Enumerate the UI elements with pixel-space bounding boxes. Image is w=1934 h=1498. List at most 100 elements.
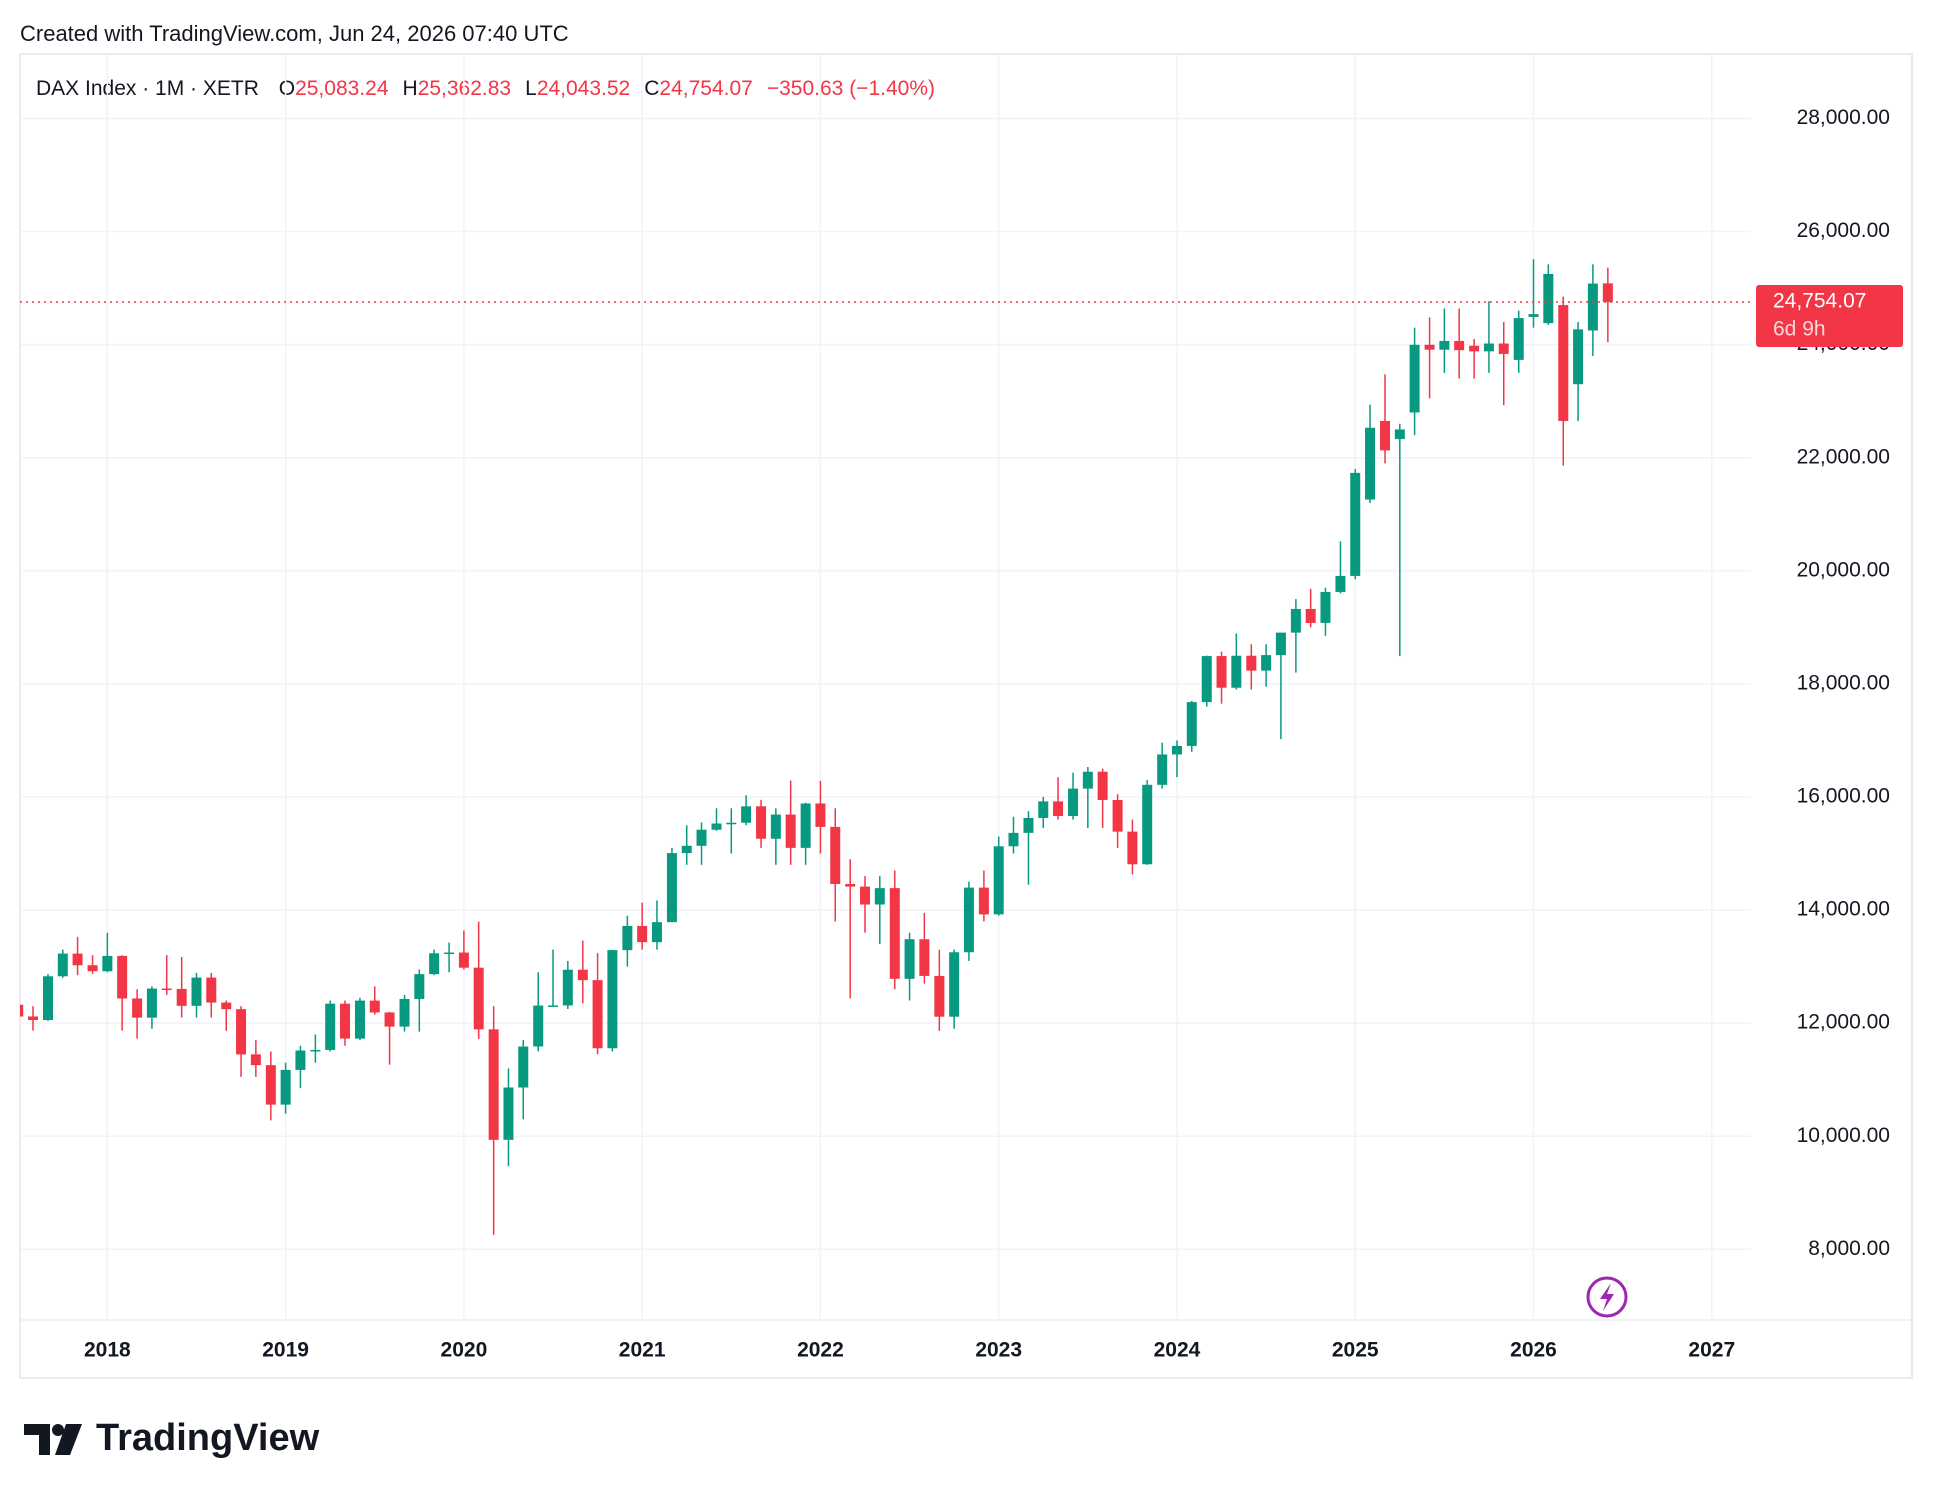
candle-body [711,823,722,830]
x-tick-label: 2021 [619,1339,666,1362]
candle-body [1186,702,1197,746]
candle-body [978,887,989,915]
candle-body [458,952,469,968]
candle-body [845,883,856,887]
candle-body [1350,472,1361,576]
y-tick-label: 16,000.00 [1797,785,1890,808]
candle-body [696,829,707,846]
alert-icon [1586,1276,1628,1318]
candle-body [577,969,588,981]
candle-body [607,950,618,1049]
candle-body [622,925,633,951]
candle-body [859,886,870,905]
candle-body [384,1012,395,1027]
legend-key: O [279,77,295,100]
candle-body [295,1050,306,1070]
candle-body [533,1005,544,1047]
candle-body [741,806,752,823]
candle-body [191,977,202,1006]
candle-body [72,953,83,966]
candle-body [1528,314,1539,317]
logo-text: TradingView [96,1417,320,1459]
candle-body [1023,817,1034,833]
created-note: Created with TradingView.com, Jun 24, 20… [20,21,569,46]
legend-change: −350.63 (−1.40%) [767,77,935,100]
candle-body [1008,832,1019,847]
candle-body [414,974,425,999]
candle-body [637,925,648,943]
candle-body [1275,632,1286,656]
candle-body [325,1003,336,1050]
candle-body [1112,799,1123,832]
candle-body [28,1016,39,1020]
legend-value: 24,754.07 [659,77,752,100]
candle-body [1602,283,1613,302]
candle-body [1305,608,1316,623]
y-tick-label: 20,000.00 [1797,558,1890,581]
candle-body [815,803,826,827]
candle-body [1558,305,1569,421]
x-tick-label: 2022 [797,1339,844,1362]
x-tick-label: 2023 [975,1339,1022,1362]
candle-body [20,1004,24,1017]
candle-body [934,975,945,1017]
candle-body [1365,427,1376,500]
candle-body [800,803,811,848]
x-tick-label: 2018 [84,1339,131,1362]
legend-value: 25,083.24 [295,77,389,100]
countdown-label: 6d 9h [1773,318,1826,341]
candle-body [1483,343,1494,352]
candle-body [399,998,410,1027]
candle-body [1513,318,1524,360]
candle-body [1231,655,1242,688]
candle-body [726,822,737,825]
candle-body [1290,608,1301,633]
candle-body [42,976,53,1020]
candle-body [1335,575,1346,592]
candle-body [1157,754,1168,785]
candle-body [488,1029,499,1140]
candle-body [102,955,113,972]
candle-body [1261,655,1272,671]
candle-body [1320,591,1331,623]
candle-body [681,845,692,854]
candle-body [651,922,662,943]
candle-body [919,939,930,976]
y-tick-label: 18,000.00 [1797,671,1890,694]
candle-body [1246,655,1257,671]
candle-body [221,1002,232,1010]
candle-body [1127,831,1138,865]
candle-body [250,1054,261,1066]
candle-body [1038,801,1049,818]
candle-body [354,1000,365,1039]
candles [20,259,1613,1235]
legend-key: C [644,77,659,100]
candle-body [666,853,677,923]
x-tick-label: 2019 [262,1339,309,1362]
candle-body [1097,771,1108,800]
candle-body [176,988,187,1006]
candle-body [206,977,217,1003]
ohlc-legend: DAX Index · 1M · XETR O25,083.24 H25,362.… [36,77,935,100]
candle-body [1380,420,1391,451]
candle-body [963,887,974,953]
candle-body [444,952,455,955]
candle-body [265,1065,276,1105]
candle-body [146,988,157,1018]
candle-body [1068,788,1079,816]
candle-body [756,806,767,839]
candle-body [949,952,960,1017]
x-tick-label: 2025 [1332,1339,1379,1362]
candle-body [1439,340,1450,350]
candle-body [503,1087,514,1140]
last-price-box [1756,284,1903,347]
x-tick-label: 2027 [1688,1339,1735,1362]
chart-frame [19,53,1913,1379]
y-tick-label: 28,000.00 [1797,106,1890,129]
candle-body [132,998,143,1018]
candle-body [830,826,841,884]
candle-body [770,814,781,839]
symbol: DAX Index · 1M · XETR [36,77,259,100]
candle-body [874,888,885,905]
